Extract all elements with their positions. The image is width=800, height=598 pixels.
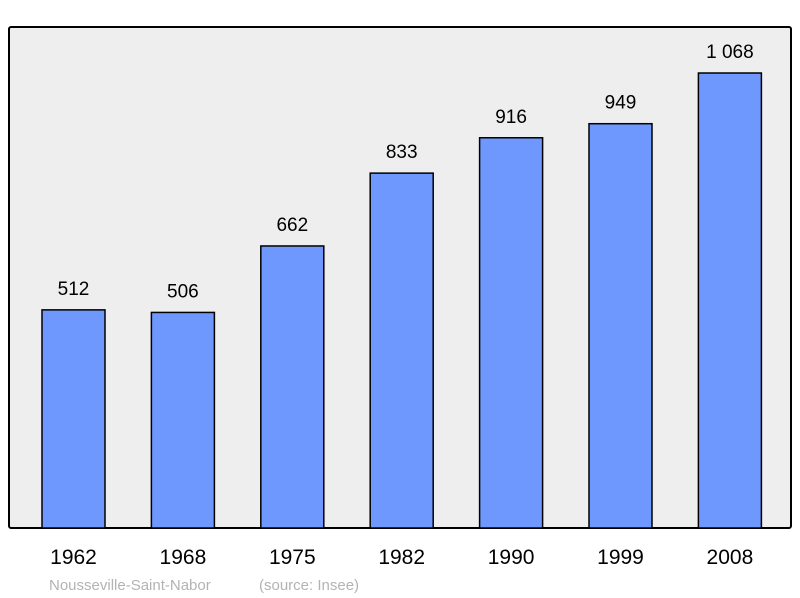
x-tick-label: 1975 [269,546,316,569]
bar-1990 [478,137,544,529]
data-label-1962: 512 [58,279,90,300]
data-label-1982: 833 [386,142,418,163]
bar-1999 [588,122,653,529]
bar-1982 [369,172,434,529]
data-label-2008: 1 068 [706,42,754,63]
data-label-1990: 916 [495,107,527,128]
bar-1968 [150,311,216,529]
footer-source: (source: Insee) [259,577,359,594]
x-tick-label: 2008 [707,546,754,569]
bar-2008 [697,72,763,529]
data-label-1968: 506 [167,281,199,302]
x-tick-label: 1982 [378,546,425,569]
footer-place: Nousseville-Saint-Nabor [49,577,211,594]
x-tick-label: 1968 [160,546,207,569]
x-tick-label: 1962 [50,546,97,569]
bar-1962 [41,309,106,529]
data-label-1999: 949 [605,93,637,114]
data-label-1975: 662 [276,215,308,236]
x-tick-label: 1990 [488,546,535,569]
bar-1975 [260,245,325,529]
x-tick-label: 1999 [597,546,644,569]
